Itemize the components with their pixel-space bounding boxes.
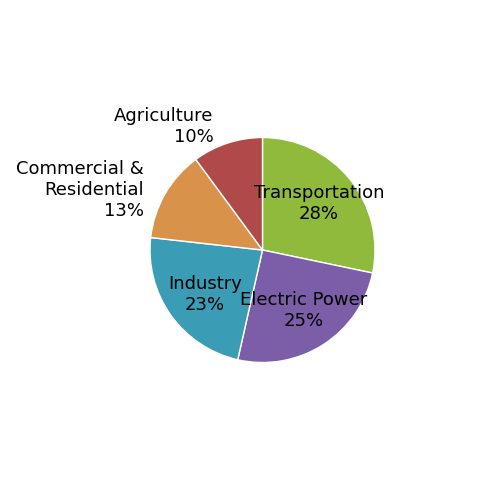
Text: Agriculture
10%: Agriculture 10% bbox=[114, 107, 214, 146]
Text: Transportation
28%: Transportation 28% bbox=[254, 184, 384, 223]
Wedge shape bbox=[262, 138, 375, 273]
Wedge shape bbox=[150, 160, 262, 250]
Text: Industry
23%: Industry 23% bbox=[168, 276, 242, 314]
Wedge shape bbox=[150, 238, 262, 360]
Text: Electric Power
25%: Electric Power 25% bbox=[240, 291, 367, 330]
Wedge shape bbox=[196, 138, 262, 250]
Wedge shape bbox=[238, 250, 372, 362]
Text: Commercial &
Residential
13%: Commercial & Residential 13% bbox=[16, 160, 144, 220]
